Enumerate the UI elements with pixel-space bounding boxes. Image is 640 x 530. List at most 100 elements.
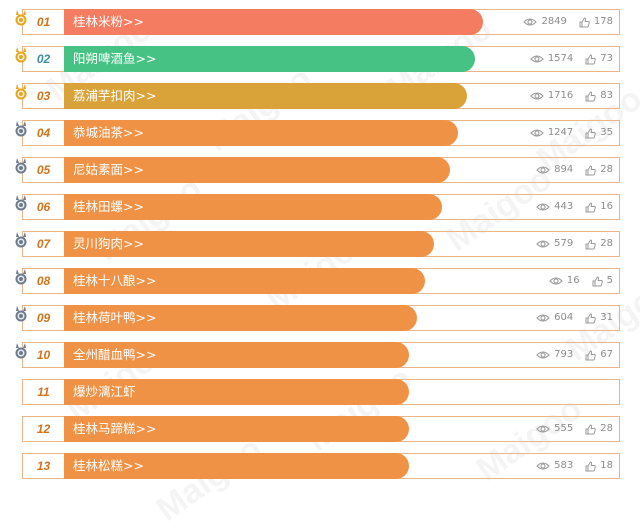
list-item[interactable]: 04 恭城油茶>> 1247 35 <box>22 120 620 146</box>
list-item[interactable]: 11 爆炒漓江虾 <box>22 379 620 405</box>
thumbs-up-icon[interactable] <box>585 312 597 324</box>
gold-medal-icon <box>14 47 28 63</box>
item-name-link[interactable]: 恭城油茶>> <box>73 125 144 140</box>
popularity-bar[interactable]: 桂林十八酿>> <box>64 268 425 294</box>
item-stats: 16 5 <box>549 269 613 293</box>
list-item[interactable]: 03 荔浦芋扣肉>> 1716 83 <box>22 83 620 109</box>
like-count: 35 <box>600 127 613 138</box>
eye-icon <box>536 424 550 434</box>
like-count: 67 <box>600 349 613 360</box>
silver-medal-icon <box>14 232 28 248</box>
thumbs-up-icon[interactable] <box>585 53 597 65</box>
item-name-link[interactable]: 阳朔啤酒鱼>> <box>73 51 157 66</box>
list-item[interactable]: 09 桂林荷叶鸭>> 604 31 <box>22 305 620 331</box>
view-count: 1247 <box>547 127 574 138</box>
rank-number: 08 <box>36 274 51 288</box>
eye-icon <box>530 54 544 64</box>
thumbs-up-icon[interactable] <box>585 164 597 176</box>
item-stats: 604 31 <box>536 306 613 330</box>
list-item[interactable]: 08 桂林十八酿>> 16 5 <box>22 268 620 294</box>
view-count: 583 <box>554 460 574 471</box>
popularity-bar[interactable]: 桂林米粉>> <box>64 9 483 35</box>
like-count: 83 <box>600 90 613 101</box>
gold-medal-icon <box>14 84 28 100</box>
eye-icon <box>549 276 563 286</box>
item-name-link[interactable]: 爆炒漓江虾 <box>73 384 136 399</box>
list-item[interactable]: 07 灵川狗肉>> 579 28 <box>22 231 620 257</box>
silver-medal-icon <box>14 343 28 359</box>
item-name-link[interactable]: 荔浦芋扣肉>> <box>73 88 157 103</box>
item-name-link[interactable]: 全州醋血鸭>> <box>73 347 157 362</box>
popularity-bar[interactable]: 桂林松糕>> <box>64 453 409 479</box>
rank-number: 12 <box>36 422 51 436</box>
item-name-link[interactable]: 灵川狗肉>> <box>73 236 144 251</box>
like-count: 31 <box>600 312 613 323</box>
list-item[interactable]: 01 桂林米粉>> 2849 178 <box>22 9 620 35</box>
view-count: 894 <box>554 164 574 175</box>
view-count: 16 <box>566 275 580 286</box>
item-name-link[interactable]: 桂林米粉>> <box>73 14 144 29</box>
thumbs-up-icon[interactable] <box>585 423 597 435</box>
item-name-link[interactable]: 尼姑素面>> <box>73 162 144 177</box>
thumbs-up-icon[interactable] <box>585 238 597 250</box>
popularity-bar[interactable]: 灵川狗肉>> <box>64 231 434 257</box>
popularity-bar[interactable]: 恭城油茶>> <box>64 120 458 146</box>
silver-medal-icon <box>14 195 28 211</box>
item-name-link[interactable]: 桂林十八酿>> <box>73 273 157 288</box>
rank-number: 05 <box>36 163 51 177</box>
popularity-bar[interactable]: 桂林田螺>> <box>64 194 442 220</box>
like-count: 16 <box>600 201 613 212</box>
popularity-bar[interactable]: 阳朔啤酒鱼>> <box>64 46 475 72</box>
popularity-bar[interactable]: 荔浦芋扣肉>> <box>64 83 467 109</box>
popularity-bar[interactable]: 尼姑素面>> <box>64 157 450 183</box>
rank-number: 09 <box>36 311 51 325</box>
popularity-bar[interactable]: 全州醋血鸭>> <box>64 342 409 368</box>
item-name-link[interactable]: 桂林马蹄糕>> <box>73 421 157 436</box>
item-stats: 1716 83 <box>530 84 613 108</box>
list-item[interactable]: 12 桂林马蹄糕>> 555 28 <box>22 416 620 442</box>
rank-number: 01 <box>36 15 51 29</box>
list-item[interactable]: 02 阳朔啤酒鱼>> 1574 73 <box>22 46 620 72</box>
like-count: 178 <box>593 16 613 27</box>
list-item[interactable]: 13 桂林松糕>> 583 18 <box>22 453 620 479</box>
popularity-bar[interactable]: 爆炒漓江虾 <box>64 379 409 405</box>
item-stats: 583 18 <box>536 454 613 478</box>
rank-number: 02 <box>36 52 51 66</box>
item-name-link[interactable]: 桂林田螺>> <box>73 199 144 214</box>
thumbs-up-icon[interactable] <box>579 16 590 28</box>
list-item[interactable]: 10 全州醋血鸭>> 793 67 <box>22 342 620 368</box>
item-stats: 579 28 <box>536 232 613 256</box>
item-stats: 555 28 <box>536 417 613 441</box>
item-name-link[interactable]: 桂林荷叶鸭>> <box>73 310 157 325</box>
gold-medal-icon <box>14 10 28 26</box>
thumbs-up-icon[interactable] <box>585 127 597 139</box>
rank-number: 10 <box>36 348 51 362</box>
view-count: 555 <box>554 423 574 434</box>
like-count: 73 <box>600 53 613 64</box>
item-stats: 894 28 <box>536 158 613 182</box>
ranking-list: 01 桂林米粉>> 2849 178 02 阳朔啤酒鱼>> 1574 73 03 荔浦芋扣肉>> 1… <box>14 9 620 479</box>
list-item[interactable]: 06 桂林田螺>> 443 16 <box>22 194 620 220</box>
silver-medal-icon <box>14 269 28 285</box>
list-item[interactable]: 05 尼姑素面>> 894 28 <box>22 157 620 183</box>
like-count: 28 <box>600 164 613 175</box>
view-count: 2849 <box>541 16 567 27</box>
eye-icon <box>536 461 550 471</box>
thumbs-up-icon[interactable] <box>592 275 603 287</box>
thumbs-up-icon[interactable] <box>585 90 597 102</box>
view-count: 443 <box>554 201 574 212</box>
like-count: 18 <box>600 460 613 471</box>
rank-number: 11 <box>37 385 50 399</box>
like-count: 5 <box>606 275 613 286</box>
popularity-bar[interactable]: 桂林马蹄糕>> <box>64 416 409 442</box>
view-count: 1716 <box>547 90 574 101</box>
thumbs-up-icon[interactable] <box>585 349 597 361</box>
thumbs-up-icon[interactable] <box>585 460 597 472</box>
eye-icon <box>536 165 550 175</box>
rank-number: 03 <box>36 89 51 103</box>
rank-number: 13 <box>36 459 51 473</box>
eye-icon <box>536 239 550 249</box>
thumbs-up-icon[interactable] <box>585 201 597 213</box>
item-name-link[interactable]: 桂林松糕>> <box>73 458 144 473</box>
popularity-bar[interactable]: 桂林荷叶鸭>> <box>64 305 417 331</box>
